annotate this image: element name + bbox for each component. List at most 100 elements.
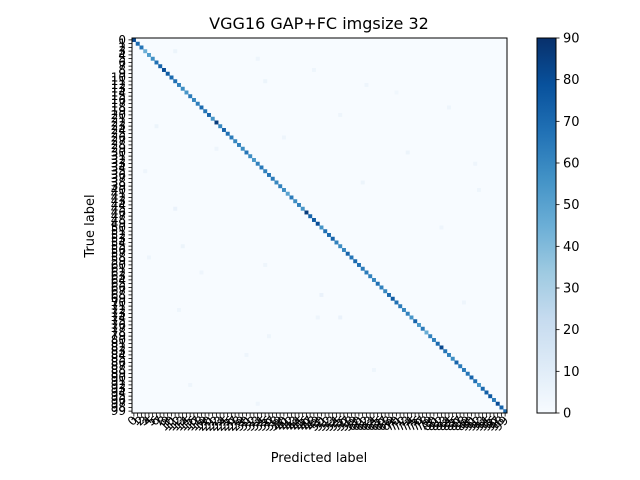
heatmap-cell — [473, 161, 478, 166]
y-tick-label: 17 — [111, 97, 126, 111]
y-tick-label: 64 — [111, 273, 126, 287]
colorbar-tick-label: 50 — [563, 198, 580, 213]
y-tick-label: 33 — [111, 157, 126, 171]
heatmap-cell — [462, 300, 466, 305]
y-tick-label: 23 — [111, 119, 126, 133]
heatmap-cell — [192, 98, 196, 102]
heatmap-cell — [315, 221, 320, 226]
y-tick-label: 20 — [111, 108, 126, 122]
y-tick-label: 21 — [111, 112, 126, 126]
y-tick-label: 94 — [111, 385, 126, 399]
y-tick-label: 50 — [111, 220, 126, 234]
heatmap-cell — [308, 214, 313, 219]
heatmap-cell — [432, 338, 436, 342]
y-tick-label: 42 — [111, 190, 126, 204]
colorbar-ticks: 0 10 20 30 40 50 60 70 80 90 — [556, 32, 580, 422]
heatmap-cell — [372, 278, 376, 282]
y-tick-label: 22 — [111, 115, 126, 129]
y-tick-label: 39 — [111, 179, 126, 193]
heatmap-cell — [364, 270, 369, 275]
heatmap-cell — [177, 83, 181, 87]
y-tick-label: 25 — [111, 127, 126, 141]
heatmap-cell — [477, 383, 481, 387]
y-tick-label: 75 — [111, 314, 126, 328]
y-tick-label: 56 — [111, 243, 126, 257]
heatmap-cell — [488, 394, 493, 399]
y-tick-label: 99 — [111, 404, 126, 418]
y-tick-label: 54 — [111, 235, 126, 249]
heatmap-cell — [405, 150, 410, 155]
heatmap-cell — [338, 113, 343, 117]
y-tick-label: 40 — [111, 183, 126, 197]
y-tick-label: 0 — [118, 33, 126, 47]
heatmap-cell — [154, 60, 159, 65]
y-tick-label: 11 — [111, 74, 126, 88]
heatmap-cell — [165, 71, 170, 76]
heatmap-cell — [304, 210, 309, 215]
heatmap-cell — [158, 64, 163, 69]
heatmap-frame — [131, 37, 508, 414]
heatmap-cell — [263, 263, 268, 267]
heatmap-cell — [405, 311, 410, 316]
heatmap-cell — [203, 109, 208, 114]
y-tick-label: 47 — [111, 209, 126, 223]
heatmap-cell — [270, 176, 275, 181]
x-axis-label: Predicted label — [271, 451, 368, 466]
heatmap-cell — [285, 191, 290, 196]
heatmap-cell — [267, 173, 271, 177]
heatmap-cell — [210, 116, 215, 121]
heatmap-cell — [454, 360, 459, 365]
y-tick-label: 45 — [111, 202, 126, 216]
heatmap-cell — [323, 229, 328, 234]
y-tick-label: 8 — [118, 63, 126, 77]
heatmap-cell — [398, 304, 403, 309]
y-tick-label: 93 — [111, 382, 126, 396]
heatmap-cell — [319, 293, 324, 297]
y-tick-label: 85 — [111, 352, 126, 366]
heatmap-cell — [139, 45, 144, 50]
heatmap-cell — [450, 356, 455, 361]
heatmap-cell — [387, 293, 391, 297]
heatmap-cell — [443, 349, 448, 354]
heatmap-cell — [229, 135, 234, 140]
heatmap-cell — [237, 143, 241, 147]
heatmap-cell — [225, 131, 230, 136]
y-tick-label: 66 — [111, 280, 126, 294]
y-tick-label: 81 — [111, 337, 126, 351]
y-tick-label: 44 — [111, 198, 126, 212]
heatmap-cell — [495, 401, 500, 406]
heatmap-cell — [173, 206, 178, 211]
heatmap-cell — [420, 326, 425, 331]
heatmap-cell — [357, 263, 361, 267]
heatmap-cell — [383, 289, 388, 294]
y-tick-label: 79 — [111, 329, 126, 343]
heatmap-cell — [184, 90, 189, 95]
heatmap-cell — [218, 124, 223, 129]
heatmap-cell — [233, 139, 238, 144]
y-tick-label: 82 — [111, 340, 126, 354]
heatmap-cell — [349, 255, 354, 260]
y-tick-label: 38 — [111, 175, 126, 189]
y-tick-label: 43 — [111, 194, 126, 208]
y-tick-label: 62 — [111, 265, 126, 279]
heatmap-cell — [300, 206, 305, 211]
y-tick-label: 2 — [118, 40, 126, 54]
heatmap-cell — [173, 49, 178, 54]
y-tick-label: 52 — [111, 228, 126, 242]
heatmap-cell — [439, 345, 444, 350]
y-tick-label: 28 — [111, 138, 126, 152]
y-tick-label: 49 — [111, 217, 126, 231]
heatmap-cell — [312, 218, 316, 222]
heatmap-cell — [188, 94, 193, 99]
heatmap-cell — [394, 90, 399, 95]
heatmap-cell — [372, 368, 376, 372]
y-tick-label: 71 — [111, 299, 126, 313]
heatmap-cell — [338, 244, 343, 249]
y-tick-label: 6 — [118, 55, 126, 69]
heatmap-cell — [274, 180, 279, 185]
colorbar-tick-label: 30 — [563, 282, 580, 297]
y-tick-label: 87 — [111, 359, 126, 373]
heatmap-cell — [267, 334, 271, 339]
heatmap-cell — [147, 53, 151, 57]
heatmap-cell — [499, 405, 504, 410]
